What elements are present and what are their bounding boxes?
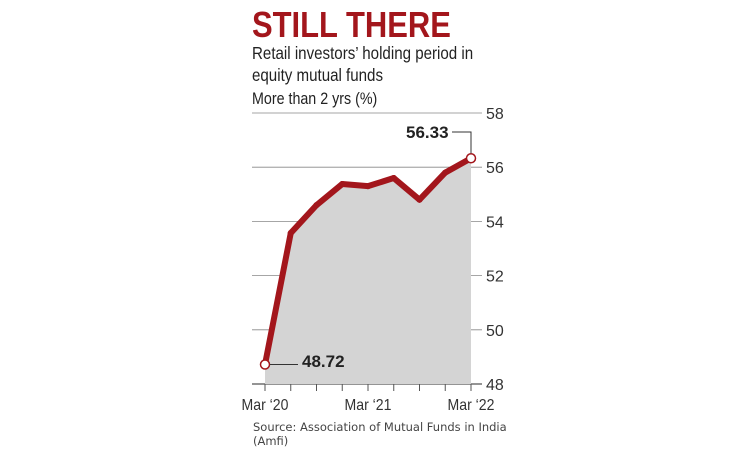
y-tick-label: 48	[486, 377, 504, 394]
line-segment	[365, 175, 397, 190]
line-segment	[416, 169, 449, 203]
line-segment	[390, 175, 423, 203]
annotation-first-value: 48.72	[302, 352, 345, 371]
data-point	[416, 196, 423, 203]
chart-subtitle-line-2: equity mutual funds	[252, 65, 383, 86]
annotation-leader	[452, 131, 472, 154]
chart-subtitle-line-1: Retail investors’ holding period in	[252, 43, 473, 64]
line-segment	[287, 202, 320, 237]
x-tick-label: Mar ‘21	[345, 396, 392, 414]
line-segment	[339, 181, 371, 190]
y-tick-label: 58	[486, 106, 504, 123]
data-point	[390, 175, 397, 182]
y-tick-label: 54	[486, 214, 504, 231]
x-tick-label: Mar ‘22	[448, 396, 495, 414]
area-fill	[265, 158, 471, 384]
y-tick-label: 52	[486, 269, 504, 286]
data-point	[442, 169, 449, 176]
data-point	[287, 230, 294, 237]
y-axis-label: More than 2 yrs (%)	[252, 90, 377, 108]
source-line-2: (Amfi)	[253, 434, 288, 448]
line-segment	[313, 181, 346, 209]
x-tick-label: Mar ‘20	[242, 396, 289, 414]
data-point	[365, 183, 371, 190]
chart-title: STILL THERE	[252, 6, 451, 46]
line-segment	[262, 230, 294, 368]
y-tick-label: 56	[486, 160, 504, 177]
data-point	[313, 202, 320, 209]
annotation-last-value: 56.33	[406, 123, 449, 142]
data-point-marker	[259, 359, 271, 370]
y-tick-label: 50	[486, 323, 504, 340]
source-line-1: Source: Association of Mutual Funds in I…	[253, 420, 507, 434]
data-point	[339, 181, 346, 188]
data-point-marker	[465, 153, 477, 164]
